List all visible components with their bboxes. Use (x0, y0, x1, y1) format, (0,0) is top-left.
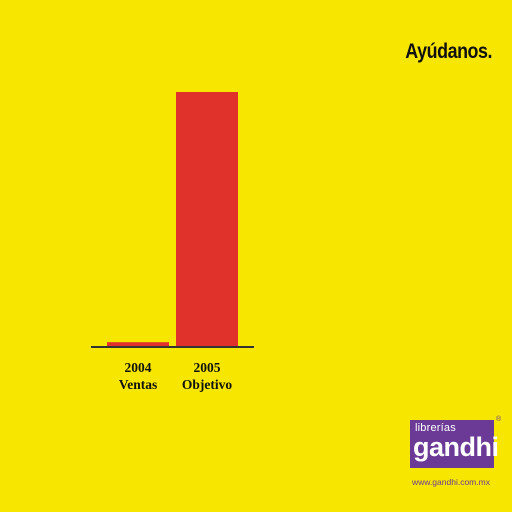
website-url: www.gandhi.com.mx (412, 477, 490, 487)
bar-2005 (176, 92, 238, 346)
logo-main-text: gandhi (413, 432, 499, 462)
bar-2004 (107, 342, 169, 346)
registered-mark: ® (496, 416, 502, 423)
category-label-2005: Objetivo (182, 377, 232, 392)
category-year-2005: 2005 (194, 360, 221, 375)
logo-box: librerías gandhi (410, 420, 499, 468)
category-label-2004: Ventas (119, 377, 158, 392)
category-year-2004: 2004 (125, 360, 152, 375)
logo-top-text: librerías (415, 422, 456, 434)
headline: Ayúdanos. (405, 40, 492, 63)
gandhi-logo: librerías gandhi ® (410, 416, 501, 470)
